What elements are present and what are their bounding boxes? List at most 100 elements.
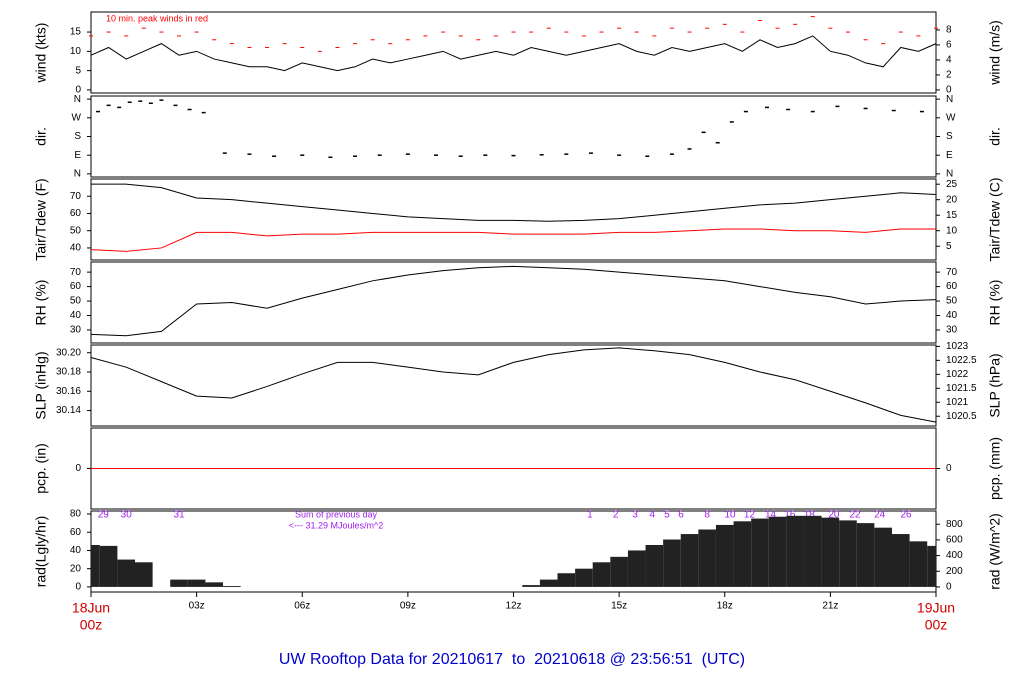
y-tick-label: 30.18: [56, 367, 81, 378]
y2-tick-label: N: [946, 94, 953, 105]
x-tick-label: 00z: [80, 617, 103, 633]
x-tick-label: 03z: [189, 601, 205, 612]
y2-tick-label: 8: [946, 25, 952, 36]
rad-bar: [891, 534, 910, 587]
hour-label: 29: [98, 510, 110, 521]
y-tick-label: N: [74, 169, 81, 180]
y-axis-label: dir.: [33, 127, 49, 146]
y2-tick-label: 800: [946, 519, 963, 530]
rad-bar: [927, 545, 936, 587]
annotation: 10 min. peak winds in red: [106, 13, 208, 23]
panel-frame: [90, 178, 937, 261]
date-label: 19Jun: [917, 600, 955, 616]
data-line: [90, 347, 937, 423]
rad-bar: [909, 541, 928, 587]
y2-axis-label: SLP (hPa): [987, 353, 1003, 417]
rad-bar: [680, 534, 699, 587]
y2-tick-label: 5: [946, 241, 952, 252]
y2-tick-label: 1020.5: [946, 411, 977, 422]
y2-tick-label: 2: [946, 70, 952, 81]
y-tick-label: W: [72, 112, 82, 123]
data-line: [91, 183, 937, 222]
hour-label: 24: [874, 510, 886, 521]
hour-label: 2: [613, 510, 619, 521]
y-tick-label: 30.16: [56, 386, 81, 397]
y2-tick-label: 1022: [946, 369, 969, 380]
y-tick-label: 30.14: [56, 405, 81, 416]
y-tick-label: 10: [70, 46, 82, 57]
chart-title: UW Rooftop Data for 20210617 to 20210618…: [279, 651, 745, 668]
data-line: [90, 228, 936, 252]
y2-axis-label: dir.: [987, 127, 1003, 146]
y2-tick-label: 0: [946, 582, 952, 593]
y2-tick-label: 200: [946, 566, 963, 577]
y-tick-label: 5: [75, 65, 81, 76]
y-tick-label: 40: [70, 310, 82, 321]
x-tick-label: 00z: [925, 617, 948, 633]
rad-bar: [839, 520, 857, 587]
rad-bar: [874, 527, 892, 587]
y2-tick-label: 20: [946, 194, 958, 205]
rad-bar: [539, 579, 558, 587]
y2-axis-label: pcp. (mm): [987, 437, 1003, 500]
rad-bar: [698, 529, 716, 587]
x-tick-label: 12z: [505, 601, 521, 612]
rad-bar: [575, 568, 593, 587]
date-label: 18Jun: [72, 600, 110, 616]
y-tick-label: 70: [70, 191, 82, 202]
hour-label: 3: [632, 510, 638, 521]
y-tick-label: 30: [70, 325, 82, 336]
hour-label: 14: [765, 510, 777, 521]
y2-tick-label: 0: [946, 85, 952, 96]
hour-label: 31: [173, 510, 185, 521]
y2-tick-label: 70: [946, 267, 958, 278]
rad-bar: [803, 515, 822, 587]
x-tick-label: 15z: [611, 601, 627, 612]
annotation: Sum of previous day: [295, 509, 378, 519]
y-tick-label: 15: [70, 27, 82, 38]
y-tick-label: 60: [70, 208, 82, 219]
y2-axis-label: Tair/Tdew (C): [987, 177, 1003, 261]
rad-bar: [627, 550, 646, 587]
y-tick-label: 20: [70, 563, 82, 574]
y2-tick-label: 50: [946, 296, 958, 307]
y-tick-label: S: [74, 131, 81, 142]
hour-label: 16: [784, 510, 796, 521]
y2-tick-label: 10: [946, 225, 958, 236]
y-axis-label: rad(Lgly/hr): [33, 516, 49, 588]
rad-bar: [91, 544, 100, 587]
y2-tick-label: W: [946, 112, 956, 123]
y-tick-label: 40: [70, 243, 82, 254]
y-axis-label: SLP (inHg): [33, 351, 49, 419]
y2-tick-label: 400: [946, 550, 963, 561]
data-line: [90, 35, 937, 72]
rad-bar: [223, 585, 241, 587]
x-tick-label: 06z: [294, 601, 310, 612]
y-axis-label: pcp. (in): [33, 443, 49, 494]
rad-bar: [733, 521, 752, 587]
hour-label: 8: [704, 510, 710, 521]
rad-bar: [663, 539, 681, 587]
y-tick-label: 80: [70, 509, 82, 520]
hour-label: 22: [849, 510, 861, 521]
annotation: <--- 31.29 MJoules/m^2: [289, 520, 384, 530]
y2-tick-label: 1021: [946, 397, 969, 408]
y-tick-label: 60: [70, 527, 82, 538]
rad-bar: [205, 582, 224, 587]
y2-tick-label: 1023: [946, 341, 969, 352]
hour-label: 20: [828, 510, 840, 521]
y2-tick-label: 0: [946, 463, 952, 474]
panel-frame: [90, 261, 937, 344]
y2-tick-label: 1021.5: [946, 383, 977, 394]
rad-bar: [610, 556, 628, 587]
rad-bar: [715, 524, 734, 587]
hour-label: 4: [649, 510, 655, 521]
rad-bar: [786, 515, 804, 587]
rad-bar: [751, 518, 769, 587]
hour-label: 12: [744, 510, 756, 521]
hour-label: 18: [804, 510, 816, 521]
panel-frame: [90, 11, 937, 94]
rad-bar: [645, 544, 664, 587]
y2-axis-label: RH (%): [987, 280, 1003, 326]
